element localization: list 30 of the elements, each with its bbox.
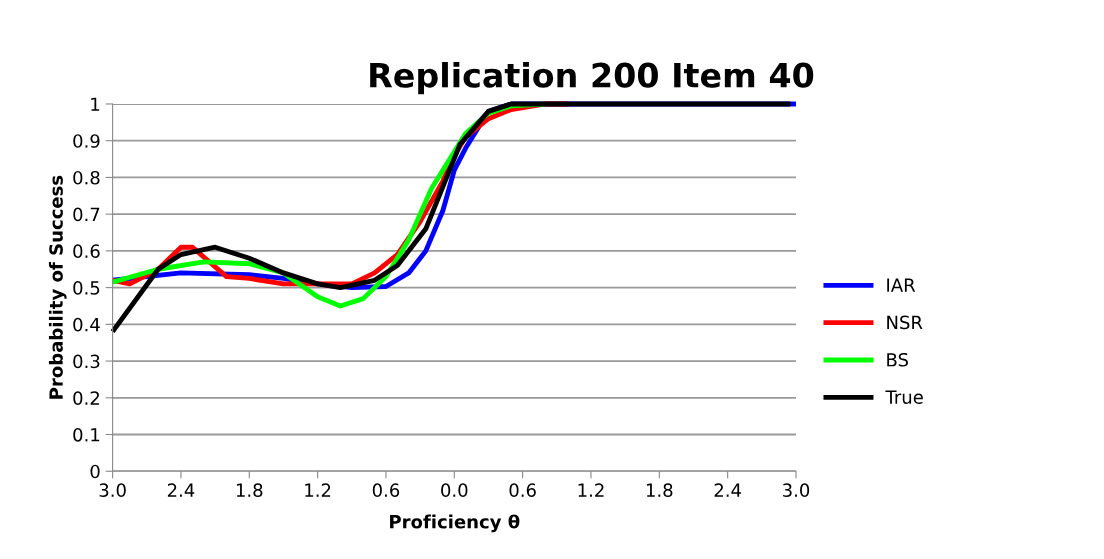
x-tick-label: 1.8 — [236, 483, 263, 498]
y-tick-label: 0.3 — [73, 354, 100, 369]
x-tick-label: 1.8 — [646, 483, 673, 498]
y-tick-label: 0.1 — [73, 427, 100, 442]
y-tick-label: 1 — [91, 97, 100, 111]
x-tick-label: 3.0 — [99, 483, 126, 498]
x-tick-label: 2.4 — [167, 483, 195, 497]
legend-label: IAR — [887, 278, 916, 292]
y-tick-label: 0.9 — [73, 134, 100, 148]
y-axis-title: Probability of Success — [48, 175, 67, 399]
legend-label: True — [885, 390, 923, 404]
y-tick-label: 0.8 — [73, 170, 100, 185]
x-axis-title: Proficiency θ — [390, 514, 520, 533]
legend-label: BS — [887, 352, 909, 367]
y-tick-label: 0.2 — [73, 391, 99, 405]
chart-title: Replication 200 Item 40 — [370, 61, 814, 95]
x-tick-label: 3.0 — [783, 483, 810, 498]
x-tick-label: 1.2 — [305, 483, 331, 497]
line-series — [110, 101, 793, 335]
x-tick-label: 0.0 — [441, 483, 468, 498]
x-tick-label: 0.6 — [509, 483, 536, 498]
y-tick-label: 0.5 — [73, 281, 100, 295]
y-tick-label: 0 — [90, 464, 100, 479]
x-tick-label: 0.6 — [372, 483, 400, 498]
y-tick-label: 0.7 — [73, 207, 100, 222]
legend-label: NSR — [887, 315, 923, 330]
x-tick-label: 1.2 — [578, 483, 604, 497]
x-tick-label: 2.4 — [714, 483, 741, 497]
y-tick-label: 0.6 — [73, 244, 100, 258]
y-tick-label: 0.4 — [73, 317, 100, 332]
